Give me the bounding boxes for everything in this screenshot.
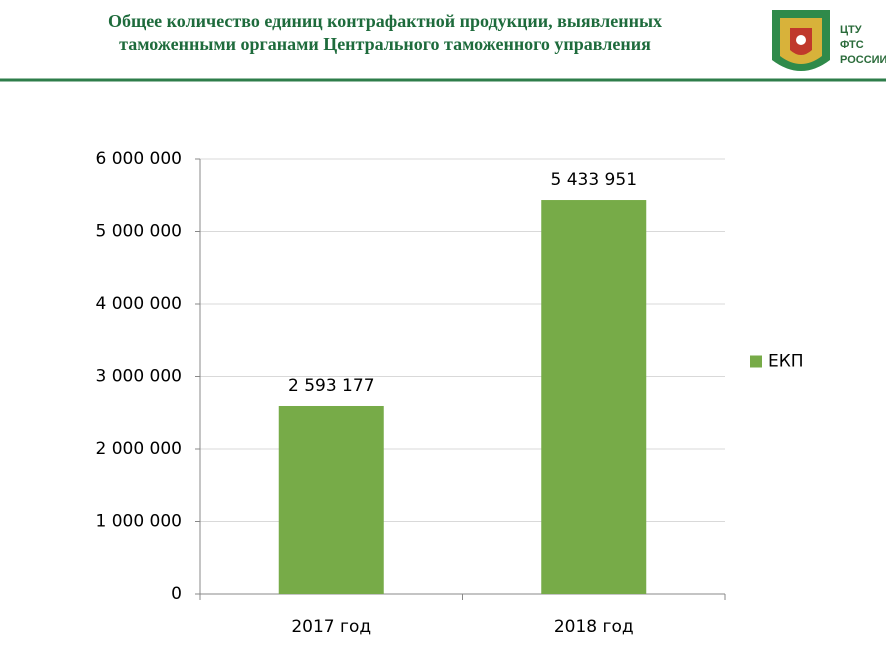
x-tick-label: 2017 год: [291, 617, 371, 637]
chart-title: таможенными органами Центрального таможе…: [119, 34, 651, 54]
y-tick-label: 1 000 000: [95, 512, 182, 532]
y-tick-label: 0: [171, 584, 182, 604]
logo-text: ЦТУ: [840, 24, 862, 36]
chart-title: Общее количество единиц контрафактной пр…: [108, 11, 662, 31]
legend-label: ЕКП: [768, 352, 804, 372]
y-tick-label: 6 000 000: [95, 149, 182, 169]
logo-emblem: [772, 10, 830, 71]
y-tick-label: 3 000 000: [95, 367, 182, 387]
x-tick-label: 2018 год: [554, 617, 634, 637]
logo-text: ФТС: [840, 39, 864, 51]
y-tick-label: 5 000 000: [95, 222, 182, 242]
bar: [278, 405, 384, 594]
logo-text: РОССИИ: [840, 54, 886, 66]
legend-swatch: [750, 355, 762, 368]
bar: [541, 200, 647, 594]
y-tick-label: 4 000 000: [95, 294, 182, 314]
y-tick-label: 2 000 000: [95, 439, 182, 459]
data-label: 2 593 177: [288, 376, 375, 396]
data-label: 5 433 951: [550, 170, 637, 190]
